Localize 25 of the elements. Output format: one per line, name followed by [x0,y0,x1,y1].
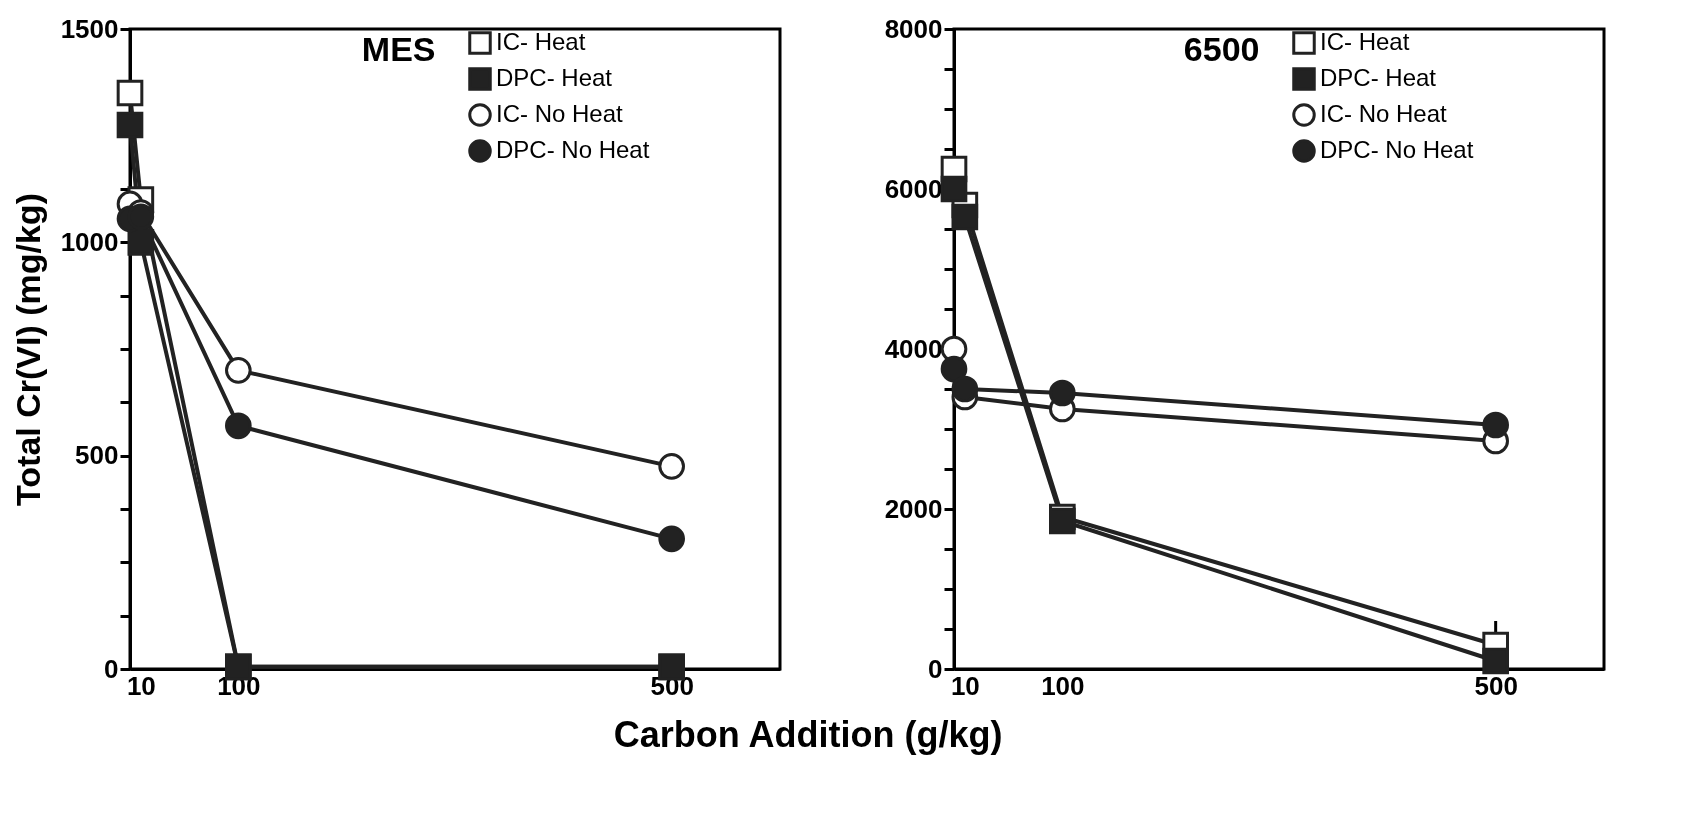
y-tick-label: 0 [104,653,119,684]
x-axis-title: Carbon Addition (g/kg) [613,713,1003,755]
y-tick-label: 0 [928,653,943,684]
legend-label: IC- No Heat [496,100,624,127]
y-tick-label: 500 [75,440,119,471]
chart-title: MES [361,30,436,68]
y-tick-label: 1500 [60,13,119,44]
chart-title: 6500 [1183,30,1260,68]
y-tick-label: 1000 [60,226,119,257]
x-tick-label: 10 [950,670,980,701]
x-tick-label: 10 [126,670,156,701]
legend-label: IC- No Heat [1320,100,1448,127]
legend-label: DPC- No Heat [496,136,650,163]
legend-label: DPC- Heat [1320,64,1437,91]
x-tick-label: 100 [1041,670,1085,701]
legend-label: IC- Heat [1320,28,1410,55]
y-axis-title: Total Cr(VI) (mg/kg) [8,193,47,506]
y-tick-label: 4000 [884,333,943,364]
legend-label: DPC- No Heat [1320,136,1474,163]
y-tick-label: 2000 [884,493,943,524]
legend-label: IC- Heat [496,28,586,55]
y-tick-label: 6000 [884,173,943,204]
x-tick-label: 500 [1474,670,1518,701]
y-tick-label: 8000 [884,13,943,44]
legend-label: DPC- Heat [496,64,613,91]
